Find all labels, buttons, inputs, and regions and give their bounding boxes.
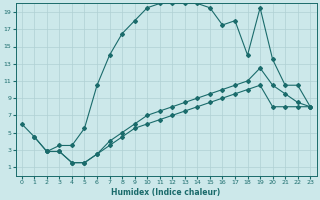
X-axis label: Humidex (Indice chaleur): Humidex (Indice chaleur) xyxy=(111,188,221,197)
